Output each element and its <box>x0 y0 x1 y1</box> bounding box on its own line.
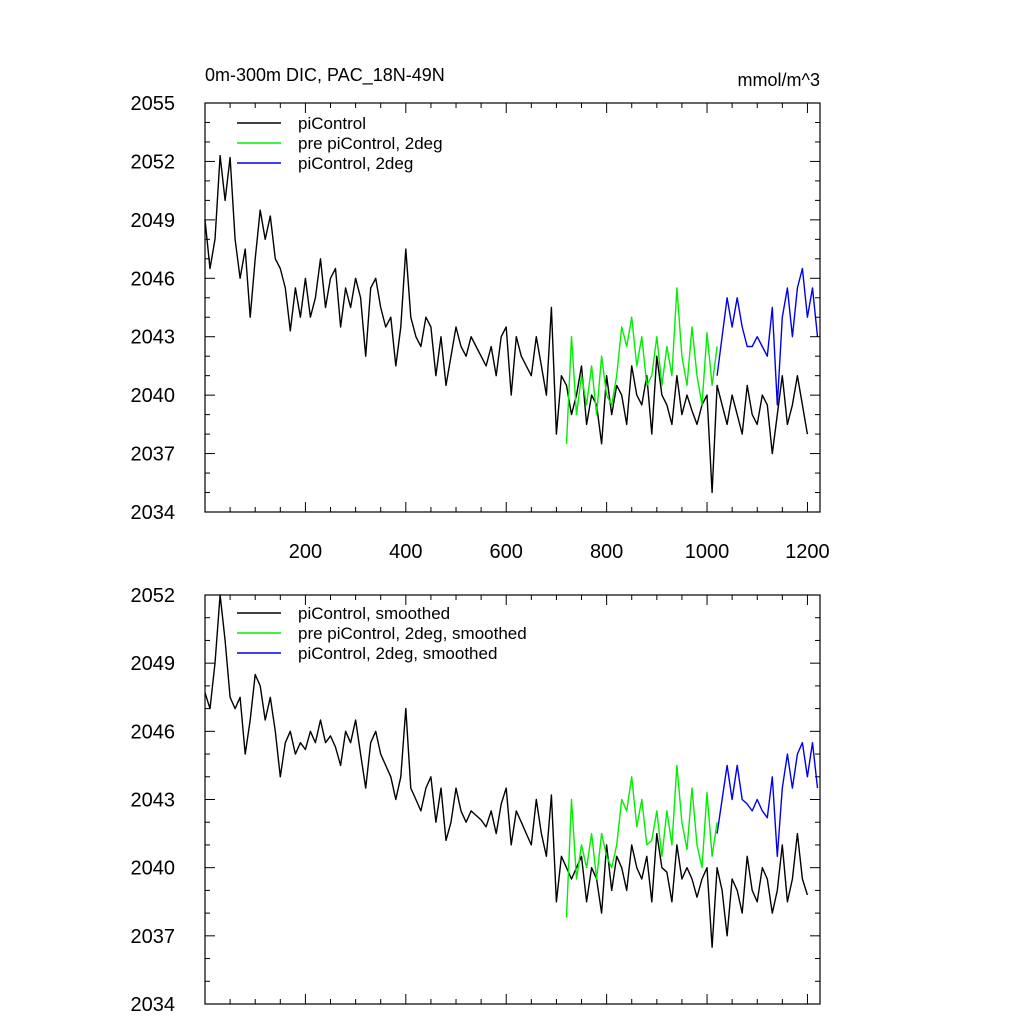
plot-frame <box>204 102 821 513</box>
series-line-picontrol-2deg-smoothed <box>716 742 819 857</box>
y-tick-label: 2055 <box>131 93 176 115</box>
y-tick-label: 2034 <box>131 994 176 1016</box>
y-tick-label: 2037 <box>131 444 176 466</box>
plot-area <box>204 154 819 494</box>
y-tick-label: 2052 <box>131 151 176 173</box>
bottom-legend: piControl, smoothed pre piControl, 2deg,… <box>237 604 527 663</box>
legend-label-picontrol-2deg: piControl, 2deg <box>298 154 413 173</box>
x-tick-label: 1200 <box>785 541 830 563</box>
legend-label-picontrol: piControl <box>298 114 366 133</box>
legend-label-picontrol-2deg-smoothed: piControl, 2deg, smoothed <box>298 644 497 663</box>
y-tick-label: 2046 <box>131 721 176 743</box>
y-tick-label: 2043 <box>131 790 176 812</box>
x-tick-label: 800 <box>590 541 623 563</box>
y-tick-label: 2046 <box>131 268 176 290</box>
top-chart-dic-raw: 0m-300m DIC, PAC_18N-49N mmol/m^3 piCont… <box>131 65 830 563</box>
x-tick-label: 1000 <box>685 541 730 563</box>
x-tick-label: 200 <box>289 541 322 563</box>
y-tick-label: 2037 <box>131 926 176 948</box>
top-legend: piControl pre piControl, 2deg piControl,… <box>237 114 443 173</box>
chart-title: 0m-300m DIC, PAC_18N-49N <box>205 65 445 86</box>
series-line-picontrol-2deg <box>716 267 819 406</box>
legend-label-picontrol-smoothed: piControl, smoothed <box>298 604 450 623</box>
x-tick-label: 400 <box>389 541 422 563</box>
series-line-picontrol-smoothed <box>204 594 809 948</box>
series-line-pre-picontrol-2deg <box>565 287 718 444</box>
series-line-pre-picontrol-2deg-smoothed <box>565 764 718 918</box>
y-tick-label: 2049 <box>131 210 176 232</box>
units-label: mmol/m^3 <box>738 70 820 90</box>
y-tick-label: 2040 <box>131 858 176 880</box>
y-tick-label: 2040 <box>131 385 176 407</box>
y-tick-label: 2034 <box>131 502 176 524</box>
bottom-chart-dic-smoothed: piControl, smoothed pre piControl, 2deg,… <box>131 585 821 1016</box>
legend-label-pre-picontrol-2deg-smoothed: pre piControl, 2deg, smoothed <box>298 624 527 643</box>
plot-area <box>204 594 819 948</box>
x-tick-label: 600 <box>490 541 523 563</box>
legend-label-pre-picontrol-2deg: pre piControl, 2deg <box>298 134 443 153</box>
y-tick-label: 2043 <box>131 327 176 349</box>
y-tick-label: 2052 <box>131 585 176 607</box>
series-line-picontrol <box>204 154 809 494</box>
y-tick-label: 2049 <box>131 653 176 675</box>
